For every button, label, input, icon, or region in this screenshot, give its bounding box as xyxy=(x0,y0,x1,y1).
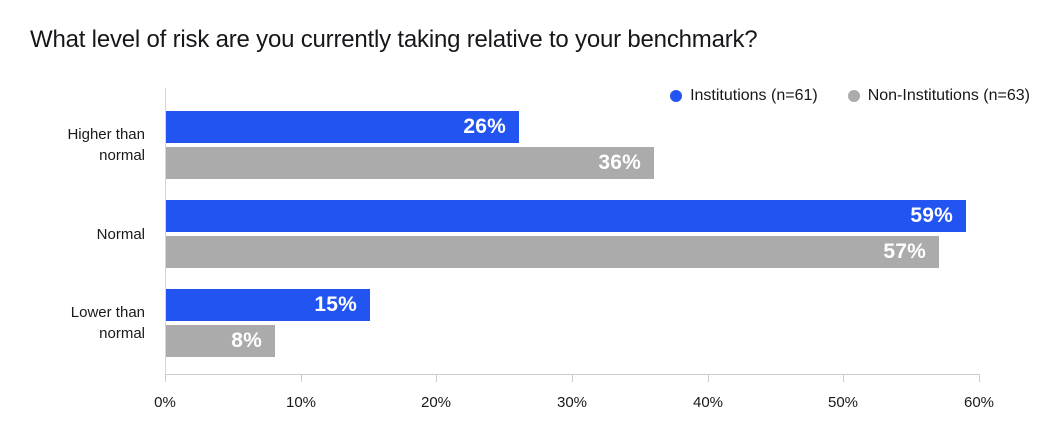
x-axis-tick xyxy=(572,374,573,382)
x-axis-tick-label: 10% xyxy=(285,394,317,411)
bar-institutions-higher-than-normal: 26% xyxy=(166,111,519,143)
legend: Institutions (n=61) Non-Institutions (n=… xyxy=(670,87,1030,105)
y-axis-line xyxy=(165,88,166,375)
x-axis-tick-label: 50% xyxy=(827,394,859,411)
x-axis-tick-label: 60% xyxy=(963,394,995,411)
bar-value-label: 57% xyxy=(883,240,926,263)
x-axis-tick-label: 0% xyxy=(154,394,176,411)
x-axis-tick-label: 40% xyxy=(692,394,724,411)
legend-dot-non-institutions-icon xyxy=(847,90,860,102)
bar-non-institutions-lower-than-normal: 8% xyxy=(166,325,275,357)
x-axis-tick xyxy=(708,374,709,382)
category-label-lower-than-normal: Lower than normal xyxy=(0,289,155,357)
legend-item-non-institutions: Non-Institutions (n=63) xyxy=(847,87,1030,105)
bar-value-label: 59% xyxy=(910,204,953,227)
bar-non-institutions-higher-than-normal: 36% xyxy=(166,147,654,179)
x-axis-tick-label: 30% xyxy=(556,394,588,411)
legend-dot-institutions-icon xyxy=(670,90,683,102)
category-label-text: Higher than normal xyxy=(67,126,145,164)
category-label-higher-than-normal: Higher than normal xyxy=(0,111,155,179)
category-label-text: Lower than normal xyxy=(70,304,145,342)
x-axis-tick xyxy=(979,374,980,382)
x-axis-tick xyxy=(843,374,844,382)
x-axis-tick xyxy=(301,374,302,382)
x-axis-tick xyxy=(436,374,437,382)
category-label-normal: Normal xyxy=(0,200,155,268)
bar-non-institutions-normal: 57% xyxy=(166,236,939,268)
bar-value-label: 26% xyxy=(463,115,506,138)
bar-value-label: 15% xyxy=(314,293,357,316)
legend-item-institutions: Institutions (n=61) xyxy=(670,87,818,105)
x-axis-tick-label: 20% xyxy=(420,394,452,411)
bar-value-label: 36% xyxy=(598,151,641,174)
x-axis-tick xyxy=(165,374,166,382)
bar-value-label: 8% xyxy=(231,329,262,352)
bar-institutions-lower-than-normal: 15% xyxy=(166,289,370,321)
chart-title: What level of risk are you currently tak… xyxy=(30,26,758,53)
category-label-text: Normal xyxy=(96,225,145,243)
legend-label-non-institutions: Non-Institutions (n=63) xyxy=(867,87,1030,104)
legend-label-institutions: Institutions (n=61) xyxy=(690,87,818,104)
bar-institutions-normal: 59% xyxy=(166,200,966,232)
